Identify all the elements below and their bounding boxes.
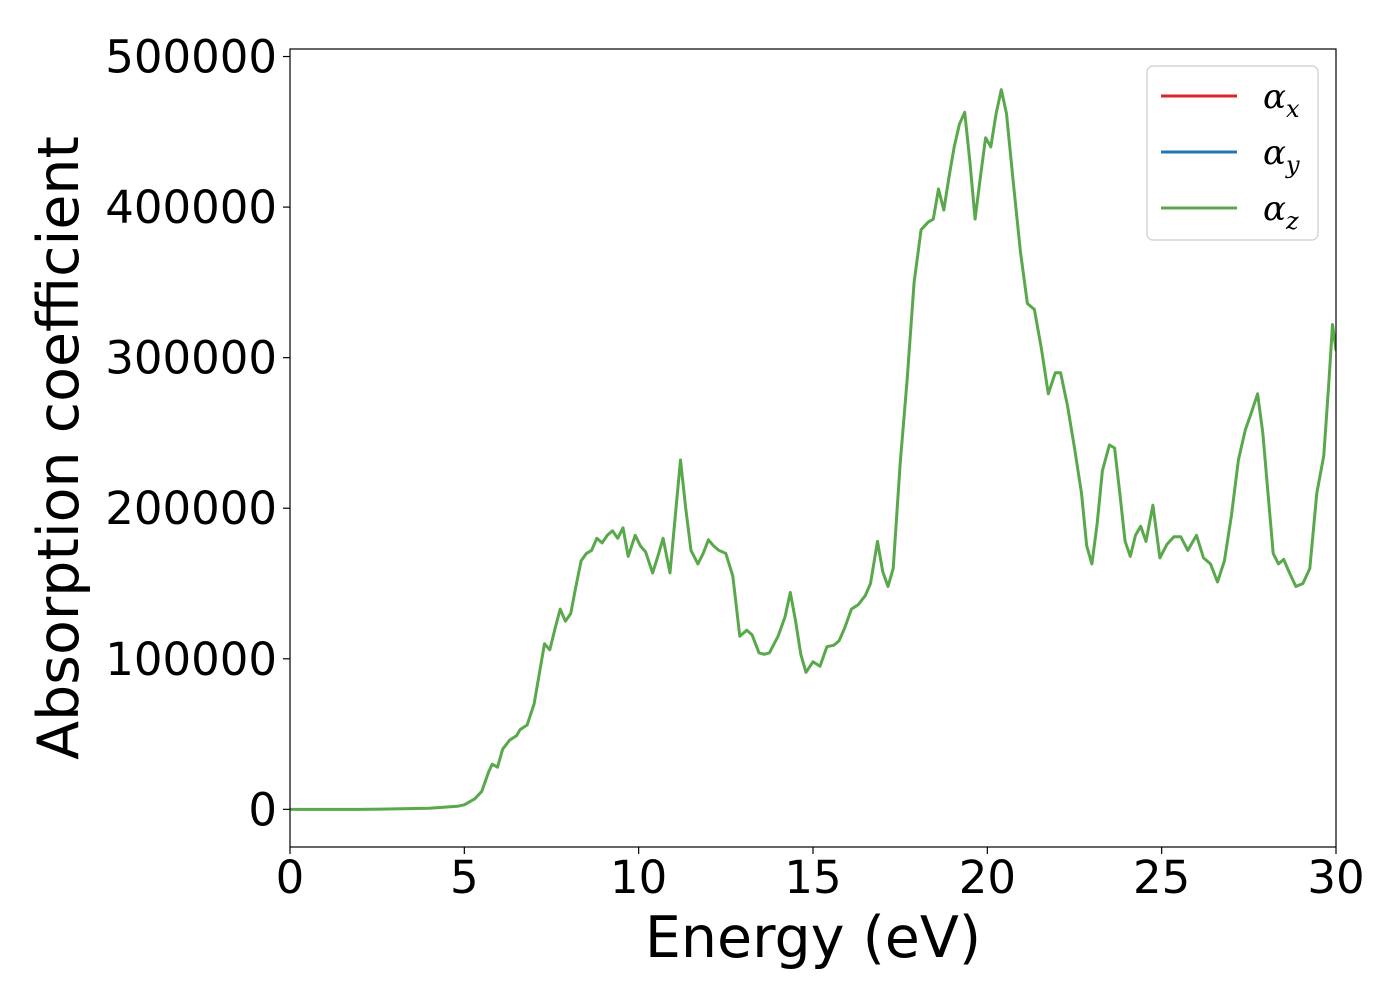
legend-label-z: αz	[1263, 189, 1299, 235]
legend: αx αy αz	[1146, 65, 1319, 241]
x-tick-label: 10	[610, 851, 667, 904]
legend-label-y: αy	[1263, 133, 1300, 179]
axis-ticks: 0 5 10 15 20 25 30 0 100000 200000 300000 400000 500…	[105, 31, 1364, 904]
y-tick-label: 200000	[105, 482, 277, 535]
y-tick-label: 300000	[105, 332, 277, 385]
x-tick-label: 30	[1307, 851, 1364, 904]
legend-label-x: αx	[1263, 77, 1300, 123]
y-axis-title: Absorption coefficient	[26, 136, 92, 760]
x-tick-label: 25	[1133, 851, 1190, 904]
x-tick-label: 0	[276, 851, 305, 904]
y-tick-label: 100000	[105, 633, 277, 686]
x-tick-label: 15	[784, 851, 841, 904]
y-tick-label: 500000	[105, 31, 277, 84]
x-tick-label: 20	[959, 851, 1016, 904]
y-tick-label: 0	[248, 783, 277, 836]
y-tick-label: 400000	[105, 181, 277, 234]
x-tick-label: 5	[450, 851, 479, 904]
x-axis-title: Energy (eV)	[645, 905, 981, 971]
series-line-0	[290, 88, 1336, 811]
